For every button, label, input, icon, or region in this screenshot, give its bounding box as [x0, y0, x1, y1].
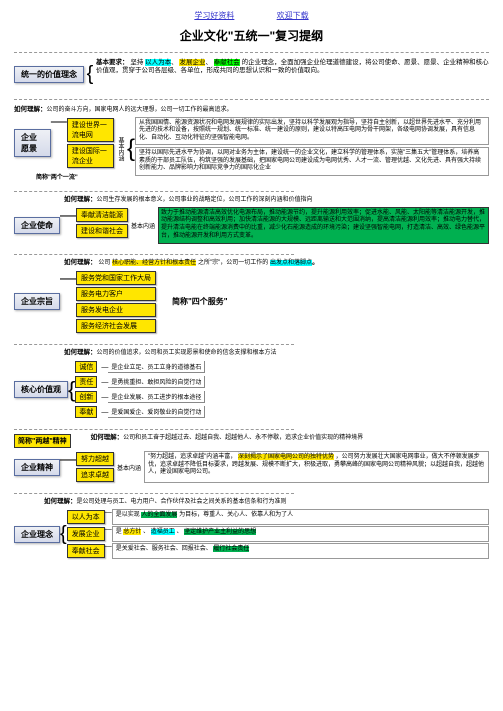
purpose-sub2: 服务电力客户 — [76, 287, 156, 301]
spirit-desc: "努力超越，追求卓越"内涵丰富， 深刻揭示了国家电网公司的独特优势 ，公司努力发… — [144, 451, 489, 483]
spirit-simple: 简称"两越"精神 — [14, 434, 71, 448]
link-download[interactable]: 欢迎下载 — [277, 11, 309, 20]
spirit-sub1: 努力超越 — [76, 452, 114, 466]
vision-sub1: 建设世界一流电网 — [67, 118, 114, 142]
unified-value-section: 统一的价值理念 { 基本要求： 坚持 以人为本、 发展企业、 奉献社会 的企业理… — [14, 59, 489, 89]
divider — [14, 52, 489, 53]
purpose-sub1: 服务党和国家工作大局 — [76, 271, 156, 285]
core-label: 核心价值观 — [14, 381, 68, 398]
divider — [14, 99, 489, 100]
vision-label: 企业愿景 — [14, 129, 51, 157]
divider — [14, 493, 294, 494]
concept-section: 如何理解：是公司处理与员工、电力用户、合作伙伴及社会之间关系的基本信条和行为准则… — [14, 498, 489, 559]
divider — [14, 344, 294, 345]
core-item: 责任—是勇挑重担、敢担风险的自觉行动 — [75, 376, 205, 388]
divider — [14, 429, 294, 430]
purpose-section: 如何理解： 公司 核心职能、经营方针和根本责任 之所"宗"，公司一切工作的 出发… — [14, 259, 489, 334]
spirit-sub2: 追求卓越 — [76, 468, 114, 482]
link-study[interactable]: 学习好资料 — [194, 11, 234, 20]
divider — [14, 191, 294, 192]
mission-sub2: 建设和谐社会 — [76, 224, 128, 238]
vision-section: 如何理解：公司的奋斗方向，国家电网人的远大理想，公司一切工作的最高追求。 企业愿… — [14, 106, 489, 181]
concept-row: 发展企业— 是 总方针 、 造福员工 、 坚定维护产业主利益的思想 — [67, 526, 489, 542]
side-label: 基本内涵 — [117, 463, 141, 472]
core-item: 创新—是企业发展、员工进步的根本途径 — [75, 391, 205, 403]
core-item: 奉献—是爱国爱企、爱岗敬业的自觉行动 — [75, 406, 205, 418]
purpose-sub4: 服务经济社会发展 — [76, 319, 156, 333]
purpose-sub3: 服务发电企业 — [76, 303, 156, 317]
concept-row: 奉献社会— 是关爱社会、服务社会、回报社会、 履行社会责任 — [67, 543, 489, 559]
concept-label: 企业理念 — [14, 526, 60, 543]
mission-label: 企业使命 — [14, 217, 60, 234]
side-label: 基本内涵 — [131, 221, 155, 230]
mission-sub1: 奉献清洁能源 — [76, 208, 128, 222]
vision-sub2: 建设国际一流企业 — [67, 144, 114, 168]
vision-desc1: 从我国国情、能源资源状况和电网发展规律的实际出发，坚持以科学发展观为指导，坚持自… — [135, 117, 489, 146]
spirit-label: 企业精神 — [14, 459, 60, 476]
vision-simple: 简称"两个一流" — [36, 172, 114, 181]
concept-row: 以人为本— 是以实现 人的全面发展 为目标，尊重人、关心人、依靠人和为了人 — [67, 509, 489, 525]
mission-section: 如何理解：公司生存发展的根本意义，公司事业的战略定位，公司工作的深刻内涵和价值指… — [14, 196, 489, 244]
mission-green: 致力于推动能源清洁高效优化电源布局，推动能源节约，提升能源利用效率；促进水能、风… — [158, 207, 489, 244]
core-item: 诚信—是企业立足、员工立身的道德基石 — [75, 361, 205, 373]
purpose-simple: 简称"四个服务" — [172, 296, 228, 307]
unified-desc: 基本要求： 坚持 以人为本、 发展企业、 奉献社会 的企业理念，全面加强企业伦理… — [96, 59, 489, 89]
purpose-label: 企业宗旨 — [14, 293, 60, 310]
divider — [14, 254, 294, 255]
spirit-section: 简称"两越"精神 如何理解：公司和员工奋于超越过去、超越自我、超越他人、永不停歇… — [14, 434, 489, 483]
core-values-section: 如何理解：公司的价值追求，公司和员工实现愿景和使命的信念支撑和根本方法 核心价值… — [14, 349, 489, 420]
vision-desc2: 坚持以国际先进水平为协调，以网对业务为主体，建设统一的企业文化，建立科学的管理体… — [135, 147, 489, 176]
main-title: 企业文化"五统一"复习提纲 — [14, 27, 489, 44]
unified-label: 统一的价值理念 — [14, 66, 84, 83]
side-label: 基本内涵 — [116, 137, 125, 161]
